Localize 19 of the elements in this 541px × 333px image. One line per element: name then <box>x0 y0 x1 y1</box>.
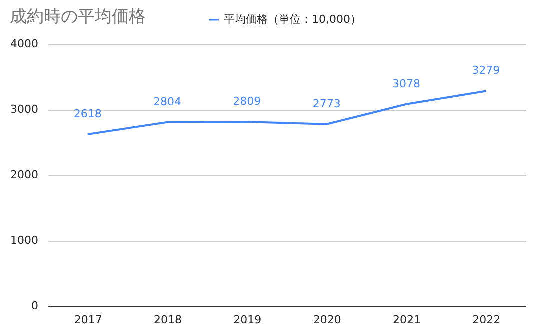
x-tick-label: 2022 <box>472 314 501 326</box>
legend-label: 平均価格（単位：10,000） <box>224 13 362 26</box>
data-label: 2773 <box>312 97 341 110</box>
data-label: 2804 <box>154 95 182 108</box>
x-tick-label: 2020 <box>313 314 342 326</box>
y-tick-label: 4000 <box>10 38 38 50</box>
x-tick-label: 2018 <box>154 314 182 326</box>
data-label: 3078 <box>392 77 420 90</box>
data-label: 2618 <box>74 108 102 121</box>
x-tick-label: 2019 <box>234 314 262 326</box>
y-tick-label: 1000 <box>10 234 38 247</box>
data-label: 2809 <box>233 95 262 108</box>
chart-title: 成約時の平均価格 <box>10 7 146 27</box>
y-tick-label: 3000 <box>10 103 38 116</box>
y-tick-label: 2000 <box>10 168 38 182</box>
data-label: 3279 <box>472 64 500 78</box>
x-tick-label: 2021 <box>393 314 421 326</box>
x-tick-label: 2017 <box>74 314 102 326</box>
y-tick-label: 0 <box>32 300 38 312</box>
